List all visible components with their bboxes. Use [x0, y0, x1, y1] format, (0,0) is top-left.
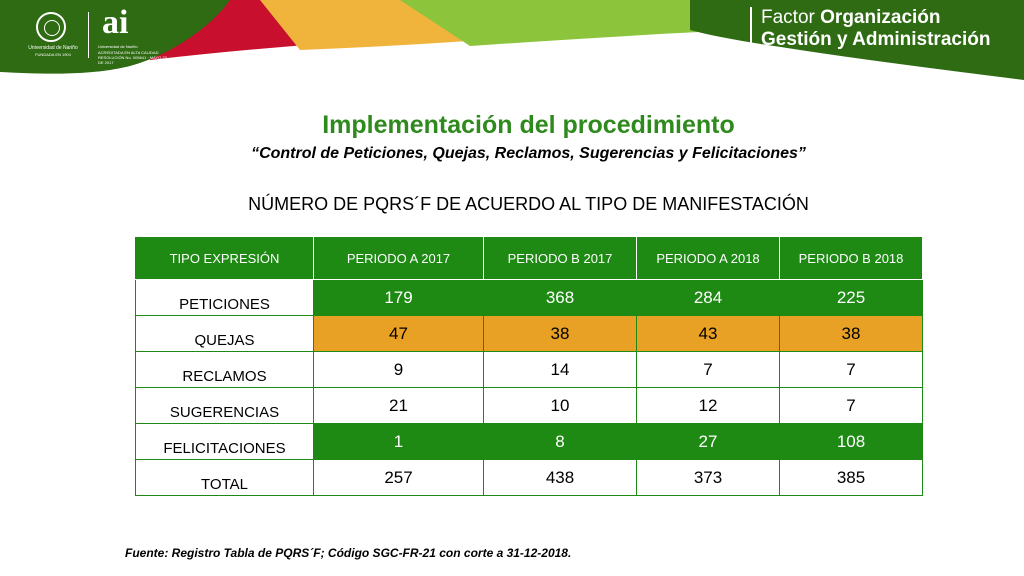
table-row-quejas: QUEJAS 47 38 43 38	[135, 315, 923, 352]
table-cell: 284	[636, 279, 780, 316]
row-label: SUGERENCIAS	[135, 387, 314, 424]
table-cell: 1	[313, 423, 484, 460]
header-title: Factor Organización Gestión y Administra…	[750, 7, 990, 51]
row-label: TOTAL	[135, 459, 314, 496]
table-cell: 27	[636, 423, 780, 460]
header-cell-period-b-2017: PERIODO B 2017	[483, 236, 637, 280]
table-cell: 257	[313, 459, 484, 496]
table-cell: 108	[779, 423, 923, 460]
table-cell: 7	[636, 351, 780, 388]
table-cell: 14	[483, 351, 637, 388]
table-row-felicitaciones: FELICITACIONES 1 8 27 108	[135, 423, 923, 460]
logo-divider	[88, 12, 89, 58]
table-cell: 385	[779, 459, 923, 496]
pqrs-table: TIPO EXPRESIÓN PERIODO A 2017 PERIODO B …	[135, 236, 923, 496]
header-cell-period-b-2018: PERIODO B 2018	[779, 236, 923, 280]
table-cell: 8	[483, 423, 637, 460]
table-cell: 43	[636, 315, 780, 352]
header-cell-type: TIPO EXPRESIÓN	[135, 236, 314, 280]
table-cell: 38	[483, 315, 637, 352]
table-cell: 47	[313, 315, 484, 352]
table-cell: 225	[779, 279, 923, 316]
university-seal-icon	[36, 12, 66, 42]
table-row-reclamos: RECLAMOS 9 14 7 7	[135, 351, 923, 388]
table-row-sugerencias: SUGERENCIAS 21 10 12 7	[135, 387, 923, 424]
table-cell: 9	[313, 351, 484, 388]
page-title: Implementación del procedimiento	[322, 111, 735, 139]
row-label: FELICITACIONES	[135, 423, 314, 460]
table-row-peticiones: PETICIONES 179 368 284 225	[135, 279, 923, 316]
table-cell: 7	[779, 351, 923, 388]
table-cell: 21	[313, 387, 484, 424]
table-cell: 438	[483, 459, 637, 496]
table-row-total: TOTAL 257 438 373 385	[135, 459, 923, 496]
table-cell: 10	[483, 387, 637, 424]
table-cell: 368	[483, 279, 637, 316]
ai-logo-caption: Universidad de Nariño	[98, 44, 138, 49]
header-title-bold: Organización	[820, 7, 941, 28]
source-footnote: Fuente: Registro Tabla de PQRS´F; Código…	[125, 546, 572, 560]
university-logo: Universidad de Nariño FUNDADA EN 1904 ai…	[28, 4, 168, 66]
header-title-line2: Gestión y Administración	[761, 29, 991, 50]
table-cell: 179	[313, 279, 484, 316]
table-cell: 373	[636, 459, 780, 496]
banner-dark-green-right	[690, 0, 1024, 80]
ai-logo-accreditation: ACREDITADA EN ALTA CALIDAD RESOLUCIÓN No…	[98, 50, 167, 65]
header-title-prefix: Factor	[761, 7, 815, 28]
table-cell: 38	[779, 315, 923, 352]
row-label: PETICIONES	[135, 279, 314, 316]
table-header-row: TIPO EXPRESIÓN PERIODO A 2017 PERIODO B …	[135, 236, 923, 280]
row-label: QUEJAS	[135, 315, 314, 352]
table-cell: 12	[636, 387, 780, 424]
university-name: Universidad de Nariño	[28, 45, 78, 51]
table-title: NÚMERO DE PQRS´F DE ACUERDO AL TIPO DE M…	[248, 194, 809, 214]
ai-logo-mark: ai	[102, 4, 129, 41]
page-subtitle: “Control de Peticiones, Quejas, Reclamos…	[251, 145, 806, 162]
header-cell-period-a-2017: PERIODO A 2017	[313, 236, 484, 280]
university-founded: FUNDADA EN 1904	[35, 52, 71, 57]
row-label: RECLAMOS	[135, 351, 314, 388]
header-cell-period-a-2018: PERIODO A 2018	[636, 236, 780, 280]
table-cell: 7	[779, 387, 923, 424]
